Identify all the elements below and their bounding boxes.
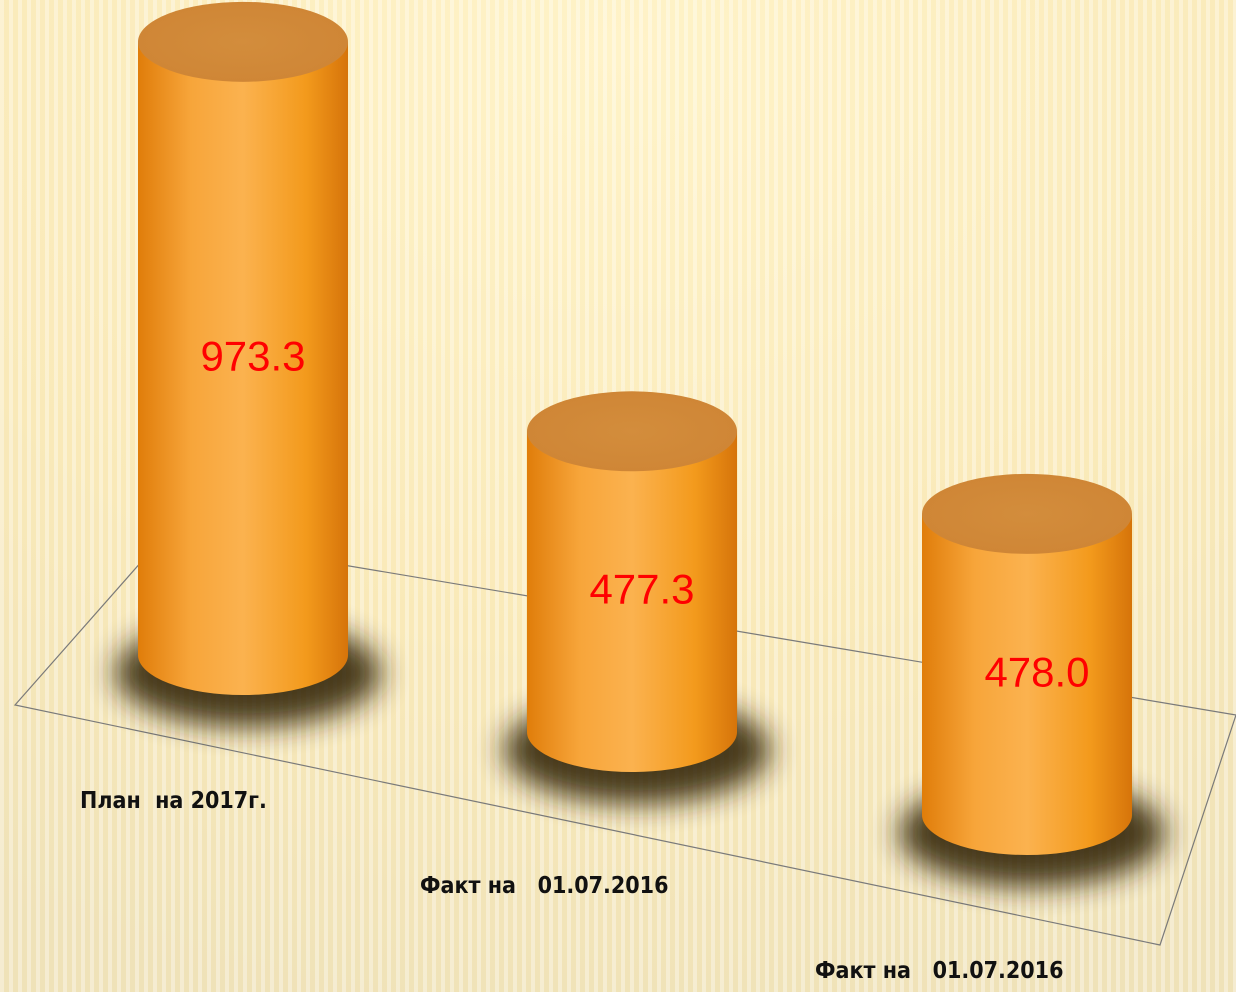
cylinder-top [922,473,1132,554]
value-label: 973.3 [200,332,305,379]
cylinder [922,513,1132,855]
cylinder [527,431,737,772]
floor [13,534,1236,946]
value-label: 477.3 [589,566,694,613]
value-label: 478.0 [984,648,1089,695]
cylinder [138,41,348,696]
x-tick-label: Факт на 01.07.2016 [815,958,1063,984]
x-tick-label: План на 2017г. [80,788,267,814]
x-tick-label: Факт на 01.07.2016 [420,873,668,899]
plot: 973.3 План на 2017г. 477.3 Факт на 01.07.20… [80,1,1165,984]
cylinder-top [138,1,348,82]
cylinder-top [527,391,737,472]
